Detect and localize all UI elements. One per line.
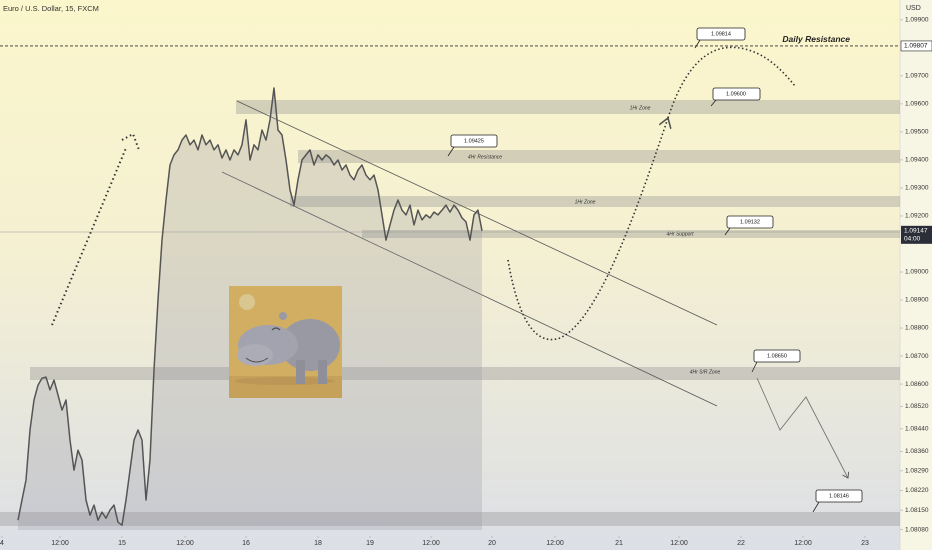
zone	[236, 100, 900, 114]
drawings	[0, 46, 900, 478]
y-tick-label: 1.08900	[905, 297, 929, 304]
zone	[290, 196, 900, 207]
trend-line	[236, 100, 718, 326]
x-tick-label: 4	[0, 540, 4, 547]
x-tick-label: 22	[737, 540, 745, 547]
y-tick-label: 1.08290	[905, 468, 929, 475]
y-tick-label: 1.08800	[905, 325, 929, 332]
y-tick-label: 1.08150	[905, 507, 929, 514]
y-tick-label: 1.09300	[905, 185, 929, 192]
callout-label: 1.09600	[726, 91, 746, 97]
y-tick-label: 1.08360	[905, 448, 929, 455]
y-tick-label: 1.08440	[905, 426, 929, 433]
y-tick-label: 1.09700	[905, 73, 929, 80]
plot: 1.09900 1.09700 1.09600 1.09500 1.09400 1.093…	[0, 17, 932, 547]
last-price: 1.09147	[904, 228, 928, 235]
zone-label: 4Hr Support	[667, 231, 695, 237]
callout-label: 1.08650	[767, 353, 787, 359]
x-tick-label: 20	[488, 540, 496, 547]
y-tick-label: 1.09400	[905, 157, 929, 164]
x-tick-label: 23	[861, 540, 869, 547]
zone-label: 4Hr Resistance	[468, 154, 502, 160]
projection	[121, 132, 140, 151]
hippo-image	[229, 286, 342, 398]
y-tick-label: 1.08600	[905, 381, 929, 388]
daily-resistance-box	[900, 40, 932, 52]
x-tick-label: 12:00	[546, 540, 564, 547]
y-tick-label: 1.08520	[905, 403, 929, 410]
callout-label: 1.08146	[829, 493, 849, 499]
last-price-time: 04:00	[904, 236, 921, 243]
callout-label: 1.09814	[711, 31, 731, 37]
y-tick-label: 1.09200	[905, 213, 929, 220]
currency: USD	[906, 5, 921, 12]
price-axis	[900, 0, 932, 550]
zone	[362, 230, 900, 238]
x-tick-label: 12:00	[176, 540, 194, 547]
trend-line	[221, 171, 718, 407]
x-tick-label: 12:00	[670, 540, 688, 547]
daily-resistance-label: Daily Resistance	[782, 34, 850, 44]
y-tick-label: 1.08220	[905, 487, 929, 494]
y-tick-label: 1.09600	[905, 101, 929, 108]
y-tick-label: 1.08700	[905, 353, 929, 360]
y-tick-label: 1.09000	[905, 269, 929, 276]
zone	[0, 512, 900, 526]
x-tick-label: 21	[615, 540, 623, 547]
x-tick-label: 19	[366, 540, 374, 547]
last-price-box	[901, 225, 932, 244]
y-tick-label: 1.09500	[905, 129, 929, 136]
x-tick-label: 18	[314, 540, 322, 547]
callout-label: 1.09425	[464, 138, 484, 144]
y-tick-label: 1.08080	[905, 526, 929, 533]
projection	[756, 377, 848, 478]
zone	[298, 150, 900, 163]
price-area	[18, 88, 482, 530]
x-tick-label: 16	[242, 540, 250, 547]
x-tick-label: 12:00	[51, 540, 69, 547]
zone-label: 1Hr Zone	[575, 199, 596, 205]
daily-resistance-price: 1.09807	[904, 43, 928, 50]
projection	[51, 147, 127, 326]
price-line	[17, 87, 483, 526]
zone-label: 4Hr S/R Zone	[690, 369, 721, 375]
callouts: 1.09814 1.09600 1.09425 1.09132 1.08650 …	[447, 27, 863, 513]
callout-label: 1.09132	[740, 219, 760, 225]
x-tick-label: 15	[118, 540, 126, 547]
x-tick-label: 12:00	[794, 540, 812, 547]
chart-title: Euro / U.S. Dollar, 15, FXCM	[3, 4, 99, 13]
y-tick-label: 1.09900	[905, 17, 929, 24]
x-tick-label: 12:00	[422, 540, 440, 547]
zone-label: 1Hr Zone	[630, 105, 651, 111]
